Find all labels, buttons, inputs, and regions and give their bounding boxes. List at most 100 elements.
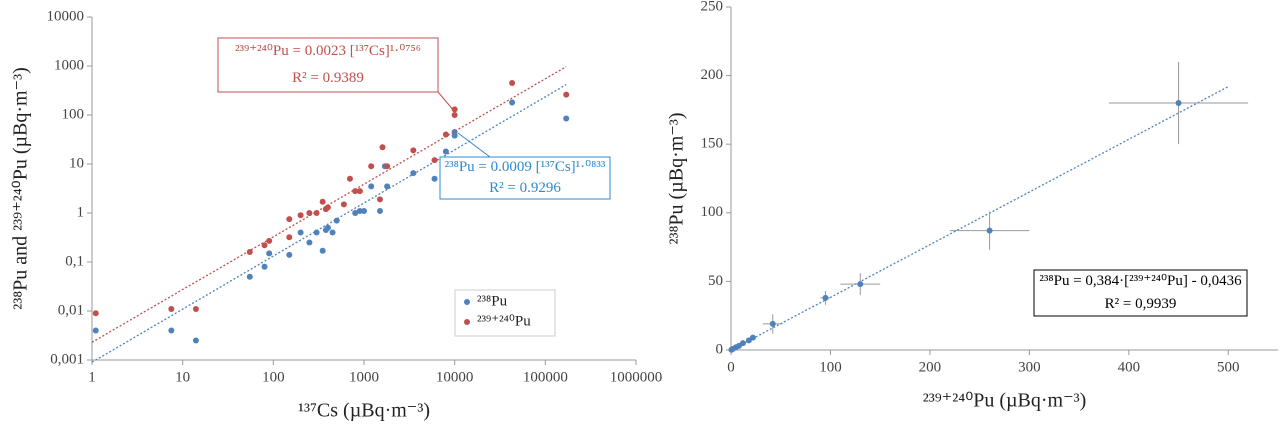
x-tick-label: 500 (1217, 359, 1240, 375)
point (286, 251, 293, 258)
point (168, 327, 175, 334)
annotation-pointer (437, 91, 456, 113)
y-tick-label: 0,01 (58, 302, 84, 318)
point (352, 188, 359, 195)
point (431, 157, 438, 164)
point (769, 320, 776, 327)
annotation-box (1033, 269, 1248, 317)
point (431, 175, 438, 182)
x-tick-label: 100 (819, 359, 842, 375)
point (313, 229, 320, 236)
y-tick-label: 100 (62, 106, 85, 122)
point (410, 170, 417, 177)
point (376, 196, 383, 203)
point (410, 147, 417, 154)
point (92, 310, 99, 317)
annotation-text: R² = 0,9939 (1105, 296, 1177, 312)
point (313, 210, 320, 216)
x-tick-label: 200 (919, 359, 942, 375)
x-tick-label: 100 (262, 369, 285, 385)
point (509, 79, 516, 86)
x-tick-label: 400 (1118, 359, 1141, 375)
y-axis-title: ²³⁸Pu and ²³⁹⁺²⁴⁰Pu (µBq·m⁻³) (10, 67, 32, 310)
point (319, 247, 326, 254)
point (356, 188, 363, 195)
y-axis-title: ²³⁸Pu (µBq·m⁻³) (666, 112, 688, 244)
point (356, 207, 363, 214)
annotation-box (439, 156, 611, 200)
point (246, 248, 253, 255)
trendline (730, 86, 1229, 351)
point (368, 163, 375, 170)
point (297, 212, 304, 219)
point (442, 131, 449, 138)
annotation-text: ²³⁸Pu = 0,384·[²³⁹⁺²⁴⁰Pu] - 0,0436 (1039, 273, 1242, 289)
x-tick-label: 1000000 (610, 369, 663, 385)
point (346, 175, 353, 182)
y-tick-label: 0 (716, 341, 724, 357)
y-tick-label: 0,001 (50, 351, 84, 367)
point (340, 201, 347, 208)
point (384, 163, 391, 170)
point (376, 207, 383, 214)
x-tick-label: 1000 (349, 369, 379, 385)
y-tick-label: 100 (701, 204, 724, 220)
x-tick-label: 100000 (523, 369, 568, 385)
point (379, 144, 386, 151)
legend-marker (464, 319, 470, 325)
point (451, 132, 458, 139)
point (822, 294, 829, 301)
point (563, 91, 570, 98)
x-tick-label: 10 (175, 369, 190, 385)
point (333, 217, 340, 224)
point (857, 281, 864, 288)
y-tick-label: 1 (77, 204, 85, 220)
legend-box (454, 289, 556, 337)
point (324, 224, 331, 231)
legend-marker (464, 299, 470, 305)
point (168, 305, 175, 312)
point (368, 183, 375, 190)
point (749, 334, 756, 341)
y-tick-label: 200 (701, 67, 724, 83)
annotation-text: ²³⁹⁺²⁴⁰Pu = 0.0023 [¹³⁷Cs]¹·⁰⁷⁵⁶ (235, 43, 421, 59)
annotation-text: ²³⁸Pu = 0.0009 [¹³⁷Cs]¹·⁰⁸³³ (445, 159, 606, 175)
point (1175, 100, 1182, 107)
point (306, 210, 313, 216)
point (306, 239, 313, 246)
trendline (91, 84, 567, 363)
y-tick-label: 0,1 (65, 253, 84, 269)
y-tick-label: 10000 (47, 8, 85, 24)
point (442, 148, 449, 155)
trendline (91, 66, 567, 343)
x-tick-label: 1 (88, 369, 96, 385)
point (739, 340, 746, 347)
x-tick-label: 0 (727, 359, 735, 375)
annotation-text: R² = 0.9389 (292, 70, 364, 86)
x-axis-title: ¹³⁷Cs (µBq·m⁻³) (298, 400, 430, 422)
y-tick-label: 1000 (54, 57, 84, 73)
point (261, 263, 268, 270)
point (451, 112, 458, 118)
annotation-box (217, 37, 439, 93)
annotation-pointer (457, 132, 491, 158)
point (451, 106, 458, 113)
legend-label: ²³⁸Pu (477, 293, 508, 309)
point (563, 115, 570, 122)
point (986, 227, 993, 234)
y-tick-label: 50 (708, 273, 723, 289)
point (297, 229, 304, 236)
x-axis-title: ²³⁹⁺²⁴⁰Pu (µBq·m⁻³) (923, 390, 1087, 412)
point (92, 327, 99, 334)
point (286, 216, 293, 223)
y-tick-label: 150 (701, 136, 724, 152)
x-tick-label: 300 (1018, 359, 1041, 375)
point (286, 234, 293, 241)
point (329, 229, 336, 236)
point (266, 250, 273, 257)
point (192, 337, 199, 344)
legend-label: ²³⁹⁺²⁴⁰Pu (477, 313, 531, 329)
point (266, 237, 273, 244)
y-tick-label: 10 (69, 155, 84, 171)
